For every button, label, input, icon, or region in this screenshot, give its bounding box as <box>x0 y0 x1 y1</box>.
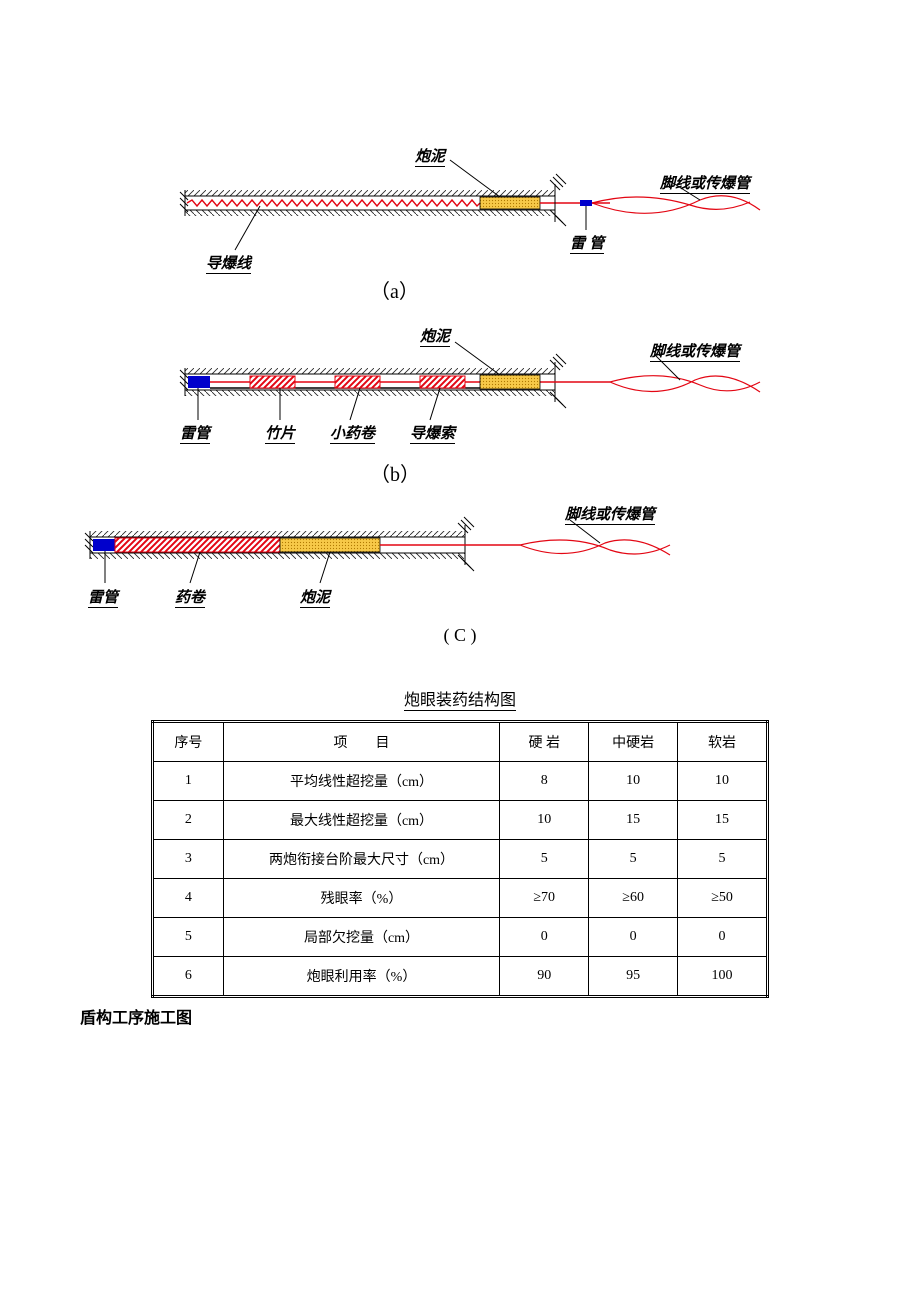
th-hard: 硬 岩 <box>500 722 589 762</box>
parameters-table: 序号 项 目 硬 岩 中硬岩 软岩 1平均线性超挖量（cm）81010 2最大线… <box>151 720 769 998</box>
th-seq: 序号 <box>153 722 224 762</box>
th-medium: 中硬岩 <box>589 722 678 762</box>
label-b-jiaoxian: 脚线或传爆管 <box>650 340 740 361</box>
table-row: 2最大线性超挖量（cm）101515 <box>153 801 768 840</box>
table-row: 3两炮衔接台阶最大尺寸（cm）555 <box>153 840 768 879</box>
label-c-paoni: 炮泥 <box>300 586 330 607</box>
sublabel-b: （b） <box>370 458 420 487</box>
label-a-leiguan: 雷 管 <box>570 232 604 253</box>
label-a-jiaoxian: 脚线或传爆管 <box>660 172 750 193</box>
label-c-yaojuan: 药卷 <box>175 586 205 607</box>
table-header-row: 序号 项 目 硬 岩 中硬岩 软岩 <box>153 722 768 762</box>
label-b-paoni: 炮泥 <box>420 325 450 346</box>
table-row: 5局部欠挖量（cm）000 <box>153 918 768 957</box>
table-row: 1平均线性超挖量（cm）81010 <box>153 762 768 801</box>
label-b-zhupian: 竹片 <box>265 422 295 443</box>
label-a-daobaoxian: 导爆线 <box>206 252 251 273</box>
th-item: 项 目 <box>223 722 500 762</box>
footer-heading: 盾构工序施工图 <box>80 1004 840 1028</box>
label-b-daobaosuo: 导爆索 <box>410 422 455 443</box>
table-body: 1平均线性超挖量（cm）81010 2最大线性超挖量（cm）101515 3两炮… <box>153 762 768 997</box>
label-b-leiguan: 雷管 <box>180 422 210 443</box>
label-c-jiaoxian: 脚线或传爆管 <box>565 503 655 524</box>
label-c-leiguan: 雷管 <box>88 586 118 607</box>
table-row: 6炮眼利用率（%）9095100 <box>153 957 768 997</box>
th-soft: 软岩 <box>678 722 768 762</box>
sublabel-a: （a） <box>370 275 419 304</box>
sublabel-c: ( C ) <box>80 625 840 646</box>
figure-title: 炮眼装药结构图 <box>80 686 840 710</box>
label-b-xiaoyaojuan: 小药卷 <box>330 422 375 443</box>
label-a-paoni: 炮泥 <box>415 145 445 166</box>
table-row: 4残眼率（%）≥70≥60≥50 <box>153 879 768 918</box>
charge-structure-diagrams: 炮泥 脚线或传爆管 雷 管 导爆线 （a） <box>80 60 840 560</box>
